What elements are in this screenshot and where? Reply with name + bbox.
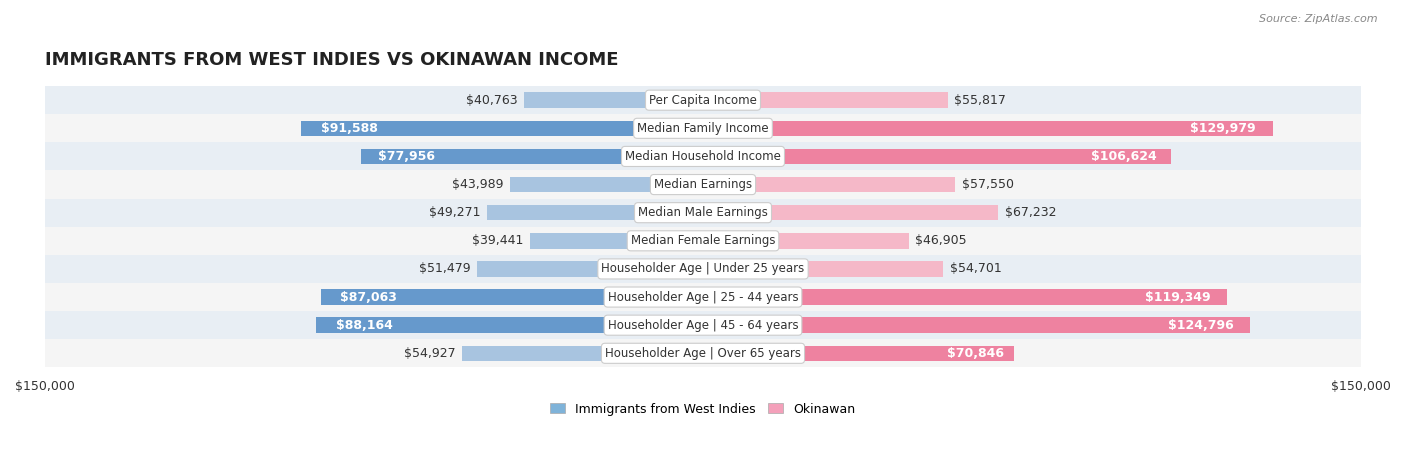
- Bar: [703, 149, 1171, 164]
- Text: $87,063: $87,063: [340, 290, 396, 304]
- Bar: [45, 227, 1361, 255]
- Bar: [45, 255, 1361, 283]
- Text: $129,979: $129,979: [1191, 122, 1256, 135]
- Bar: [703, 92, 948, 108]
- Text: $40,763: $40,763: [465, 94, 517, 106]
- Text: $51,479: $51,479: [419, 262, 471, 276]
- Bar: [703, 346, 1014, 361]
- Bar: [321, 290, 703, 305]
- Text: Median Earnings: Median Earnings: [654, 178, 752, 191]
- Text: Householder Age | Over 65 years: Householder Age | Over 65 years: [605, 347, 801, 360]
- Text: $54,927: $54,927: [404, 347, 456, 360]
- Bar: [45, 339, 1361, 368]
- Text: $106,624: $106,624: [1091, 150, 1157, 163]
- Text: IMMIGRANTS FROM WEST INDIES VS OKINAWAN INCOME: IMMIGRANTS FROM WEST INDIES VS OKINAWAN …: [45, 51, 619, 69]
- Bar: [463, 346, 703, 361]
- Bar: [45, 283, 1361, 311]
- Text: Source: ZipAtlas.com: Source: ZipAtlas.com: [1260, 14, 1378, 24]
- Text: $57,550: $57,550: [962, 178, 1014, 191]
- Legend: Immigrants from West Indies, Okinawan: Immigrants from West Indies, Okinawan: [550, 403, 856, 416]
- Bar: [477, 261, 703, 276]
- Text: $91,588: $91,588: [322, 122, 378, 135]
- Text: $54,701: $54,701: [949, 262, 1001, 276]
- Text: $124,796: $124,796: [1168, 318, 1234, 332]
- Bar: [703, 120, 1274, 136]
- Text: $55,817: $55,817: [955, 94, 1007, 106]
- Bar: [703, 290, 1226, 305]
- Bar: [45, 198, 1361, 227]
- Text: Householder Age | 25 - 44 years: Householder Age | 25 - 44 years: [607, 290, 799, 304]
- Text: $49,271: $49,271: [429, 206, 481, 219]
- Text: $67,232: $67,232: [1004, 206, 1056, 219]
- Bar: [510, 177, 703, 192]
- Text: Householder Age | 45 - 64 years: Householder Age | 45 - 64 years: [607, 318, 799, 332]
- Bar: [45, 114, 1361, 142]
- Text: Median Female Earnings: Median Female Earnings: [631, 234, 775, 248]
- Text: $39,441: $39,441: [472, 234, 523, 248]
- Text: Median Male Earnings: Median Male Earnings: [638, 206, 768, 219]
- Bar: [703, 205, 998, 220]
- Text: Per Capita Income: Per Capita Income: [650, 94, 756, 106]
- Bar: [361, 149, 703, 164]
- Text: $77,956: $77,956: [378, 150, 434, 163]
- Text: $43,989: $43,989: [451, 178, 503, 191]
- Bar: [703, 318, 1250, 333]
- Bar: [530, 233, 703, 248]
- Bar: [316, 318, 703, 333]
- Bar: [45, 170, 1361, 198]
- Text: $46,905: $46,905: [915, 234, 967, 248]
- Bar: [45, 142, 1361, 170]
- Bar: [301, 120, 703, 136]
- Bar: [703, 233, 908, 248]
- Bar: [45, 86, 1361, 114]
- Bar: [703, 177, 956, 192]
- Text: $70,846: $70,846: [948, 347, 1004, 360]
- Bar: [703, 261, 943, 276]
- Text: $88,164: $88,164: [336, 318, 392, 332]
- Bar: [524, 92, 703, 108]
- Text: Householder Age | Under 25 years: Householder Age | Under 25 years: [602, 262, 804, 276]
- Text: $119,349: $119,349: [1146, 290, 1211, 304]
- Bar: [45, 311, 1361, 339]
- Text: Median Household Income: Median Household Income: [626, 150, 780, 163]
- Text: Median Family Income: Median Family Income: [637, 122, 769, 135]
- Bar: [486, 205, 703, 220]
